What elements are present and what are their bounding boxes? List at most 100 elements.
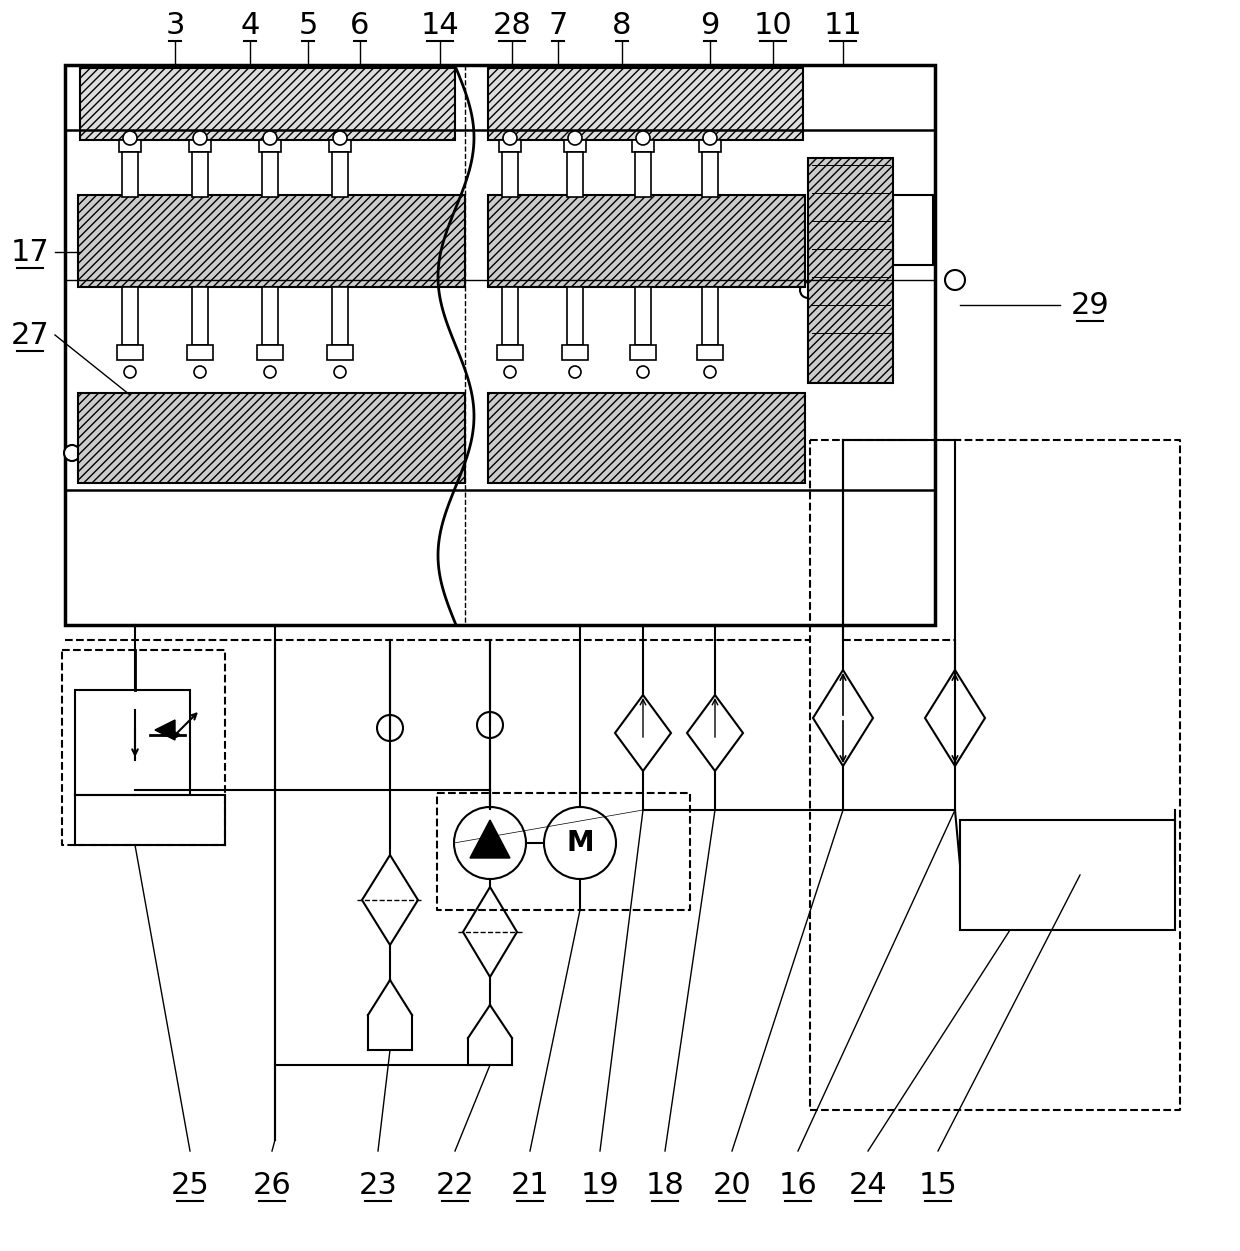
Bar: [699, 140, 720, 153]
Text: 26: 26: [253, 1171, 291, 1200]
Polygon shape: [615, 696, 671, 771]
Bar: [188, 140, 211, 153]
Polygon shape: [155, 721, 175, 741]
Bar: [960, 819, 1176, 929]
Circle shape: [477, 712, 503, 738]
Circle shape: [123, 131, 136, 145]
Bar: [564, 140, 587, 153]
Bar: [489, 195, 805, 286]
Bar: [567, 286, 583, 345]
Bar: [497, 345, 523, 360]
Bar: [327, 345, 353, 360]
Bar: [332, 153, 348, 196]
Bar: [117, 345, 143, 360]
Bar: [78, 393, 465, 483]
Circle shape: [503, 367, 516, 378]
Circle shape: [569, 367, 582, 378]
Bar: [262, 153, 278, 196]
Bar: [192, 153, 208, 196]
Circle shape: [636, 131, 650, 145]
Polygon shape: [687, 696, 743, 771]
Circle shape: [193, 131, 207, 145]
Bar: [329, 140, 351, 153]
Circle shape: [568, 131, 582, 145]
Circle shape: [503, 131, 517, 145]
Circle shape: [703, 131, 717, 145]
Bar: [257, 345, 283, 360]
Bar: [119, 140, 141, 153]
Circle shape: [704, 367, 715, 378]
Text: 9: 9: [701, 10, 719, 40]
Bar: [630, 345, 656, 360]
Text: 21: 21: [511, 1171, 549, 1200]
Bar: [502, 286, 518, 345]
Text: 14: 14: [420, 10, 459, 40]
Circle shape: [334, 367, 346, 378]
Bar: [893, 195, 932, 265]
Polygon shape: [470, 819, 510, 858]
Bar: [489, 393, 805, 483]
Bar: [635, 153, 651, 196]
Bar: [489, 68, 804, 140]
Text: 25: 25: [171, 1171, 210, 1200]
Bar: [808, 158, 893, 383]
Text: 3: 3: [165, 10, 185, 40]
Bar: [332, 286, 348, 345]
Text: 29: 29: [1070, 290, 1110, 319]
Text: 22: 22: [435, 1171, 475, 1200]
Bar: [562, 345, 588, 360]
Circle shape: [454, 807, 526, 879]
Polygon shape: [362, 854, 418, 945]
Text: M: M: [567, 829, 594, 857]
Bar: [74, 691, 190, 794]
Bar: [702, 286, 718, 345]
Text: 27: 27: [11, 320, 50, 349]
Circle shape: [945, 270, 965, 290]
Bar: [498, 140, 521, 153]
Text: 28: 28: [492, 10, 532, 40]
Circle shape: [800, 281, 816, 298]
Bar: [192, 286, 208, 345]
Text: 7: 7: [548, 10, 568, 40]
Bar: [259, 140, 281, 153]
Bar: [122, 153, 138, 196]
Text: 6: 6: [351, 10, 370, 40]
Text: 5: 5: [299, 10, 317, 40]
Text: 10: 10: [754, 10, 792, 40]
Bar: [187, 345, 213, 360]
Bar: [81, 68, 455, 140]
Text: 8: 8: [613, 10, 631, 40]
Text: 15: 15: [919, 1171, 957, 1200]
Text: 19: 19: [580, 1171, 619, 1200]
Text: 23: 23: [358, 1171, 398, 1200]
Circle shape: [193, 367, 206, 378]
Bar: [262, 286, 278, 345]
Polygon shape: [925, 671, 985, 766]
Text: 11: 11: [823, 10, 862, 40]
Bar: [567, 153, 583, 196]
Circle shape: [377, 716, 403, 741]
Circle shape: [637, 367, 649, 378]
Bar: [78, 195, 465, 286]
Text: 16: 16: [779, 1171, 817, 1200]
Circle shape: [263, 131, 277, 145]
Polygon shape: [463, 887, 517, 977]
Circle shape: [334, 131, 347, 145]
Bar: [502, 153, 518, 196]
Text: 17: 17: [11, 238, 50, 266]
Bar: [632, 140, 653, 153]
Text: 18: 18: [646, 1171, 684, 1200]
Bar: [702, 153, 718, 196]
Bar: [697, 345, 723, 360]
Text: 20: 20: [713, 1171, 751, 1200]
Bar: [64, 65, 935, 626]
Circle shape: [264, 367, 277, 378]
Circle shape: [64, 445, 81, 462]
Text: 4: 4: [241, 10, 259, 40]
Bar: [122, 286, 138, 345]
Polygon shape: [813, 671, 873, 766]
Circle shape: [124, 367, 136, 378]
Text: 24: 24: [848, 1171, 888, 1200]
Bar: [635, 286, 651, 345]
Circle shape: [544, 807, 616, 879]
